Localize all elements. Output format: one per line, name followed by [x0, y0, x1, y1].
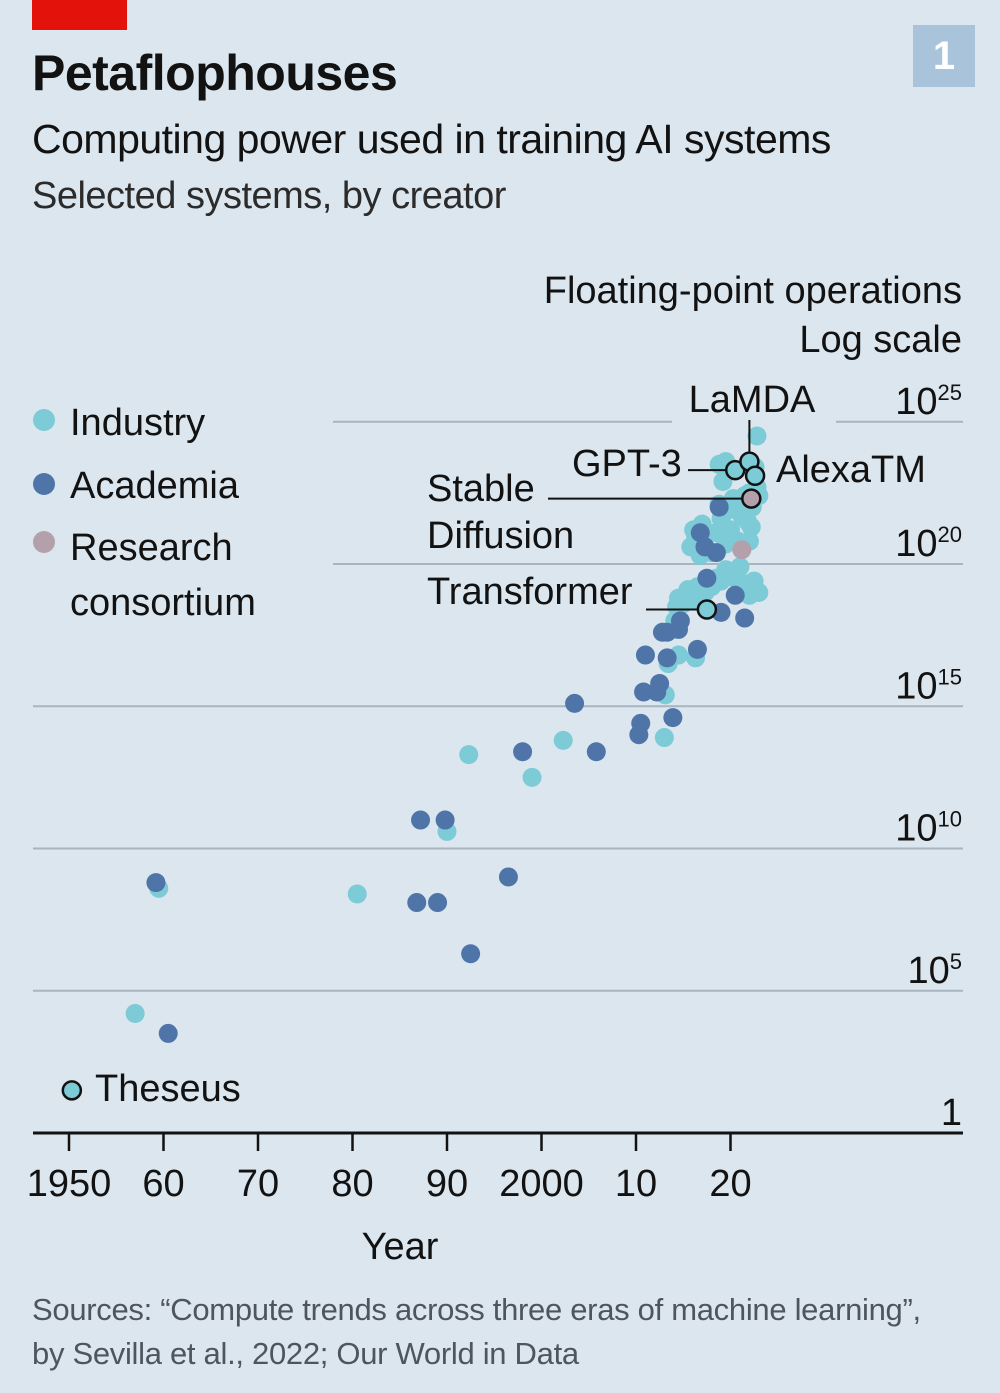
data-point-academia	[690, 523, 710, 543]
data-point-industry	[459, 745, 479, 765]
data-point-industry	[741, 517, 761, 537]
chart-subtitle: Computing power used in training AI syst…	[32, 116, 831, 162]
y-axis-title: Floating-point operations	[544, 270, 962, 312]
data-point-industry	[654, 728, 674, 748]
data-point-academia	[634, 682, 654, 702]
data-point-academia	[735, 608, 755, 628]
y-tick-label: 1010	[895, 807, 962, 850]
y-tick-label: 1025	[895, 380, 962, 423]
legend-label: Academia	[70, 465, 240, 507]
data-point-academia	[725, 585, 745, 605]
data-point-academia	[146, 873, 166, 893]
annotation-label: Transformer	[427, 571, 633, 613]
data-point-industry	[553, 730, 573, 750]
brand-red-tag	[32, 0, 127, 30]
chart-description: Selected systems, by creator	[32, 175, 506, 217]
x-tick-label: 1950	[27, 1163, 112, 1205]
source-note: Sources: “Compute trends across three er…	[32, 1292, 921, 1371]
chart-title: Petaflophouses	[32, 45, 398, 101]
annotated-point	[61, 1080, 83, 1101]
legend-label: Industry	[70, 402, 205, 444]
data-point-academia	[498, 867, 518, 887]
y-tick-label: 1	[941, 1092, 962, 1134]
data-point-academia	[158, 1023, 178, 1043]
data-point-academia	[461, 944, 481, 964]
annotations: Theseus Transformer Stable Diffusion GPT-3La…	[61, 379, 926, 1110]
annotation-label: Theseus	[95, 1068, 241, 1110]
legend: Industry Academia Research consortium	[33, 402, 256, 624]
data-point-academia	[697, 568, 717, 588]
data-point-industry	[347, 884, 367, 904]
legend-label: Research	[70, 527, 233, 569]
annotated-point	[741, 488, 762, 509]
y-axis-scale-note: Log scale	[799, 319, 962, 361]
data-point-industry	[125, 1004, 145, 1024]
data-point-industry	[730, 557, 750, 577]
y-tick-label: 1015	[895, 664, 962, 707]
data-point-academia	[428, 893, 448, 913]
data-point-academia	[657, 648, 677, 668]
data-point-academia	[407, 893, 427, 913]
y-tick-label: 105	[907, 949, 962, 992]
data-point-consortium	[732, 540, 752, 560]
x-tick-label: 60	[142, 1163, 184, 1205]
data-point-industry	[747, 426, 767, 446]
data-point-academia	[586, 742, 606, 762]
chart-number-badge: 1	[913, 25, 975, 87]
data-point-industry	[749, 582, 769, 602]
x-tick-label: 80	[331, 1163, 373, 1205]
axes: Floating-point operations Log scale 1 105 10…	[27, 270, 963, 1268]
legend-swatch-consortium	[33, 531, 55, 553]
data-point-academia	[687, 639, 707, 659]
annotation-label: Stable	[427, 468, 535, 510]
data-point-academia	[663, 708, 683, 728]
annotation-label: LaMDA	[689, 379, 816, 421]
x-tick-label: 2000	[499, 1163, 584, 1205]
data-point-academia	[709, 497, 729, 517]
data-point-academia	[513, 742, 533, 762]
data-point-academia	[631, 713, 651, 733]
data-point-industry	[522, 767, 542, 787]
y-tick-label: 1020	[895, 522, 962, 565]
annotation-label: Diffusion	[427, 515, 574, 557]
data-point-academia	[670, 611, 690, 631]
annotation-label: AlexaTM	[776, 449, 926, 491]
x-tick-label: 10	[615, 1163, 657, 1205]
data-point-academia	[635, 645, 655, 665]
annotated-point	[744, 465, 766, 487]
x-tick-label: 90	[426, 1163, 468, 1205]
legend-swatch-industry	[33, 409, 55, 431]
data-point-academia	[435, 810, 455, 830]
legend-label: consortium	[70, 582, 256, 624]
data-point-academia	[565, 693, 585, 713]
annotation-label: GPT-3	[572, 443, 682, 485]
annotated-point	[696, 599, 718, 620]
legend-swatch-academia	[33, 473, 55, 495]
data-point-academia	[650, 673, 670, 693]
x-tick-label: 70	[237, 1163, 279, 1205]
gridlines	[33, 420, 963, 992]
data-point-academia	[411, 810, 431, 830]
x-tick-label: 20	[709, 1163, 751, 1205]
data-point-academia	[706, 543, 726, 563]
x-axis-title: Year	[362, 1226, 439, 1268]
